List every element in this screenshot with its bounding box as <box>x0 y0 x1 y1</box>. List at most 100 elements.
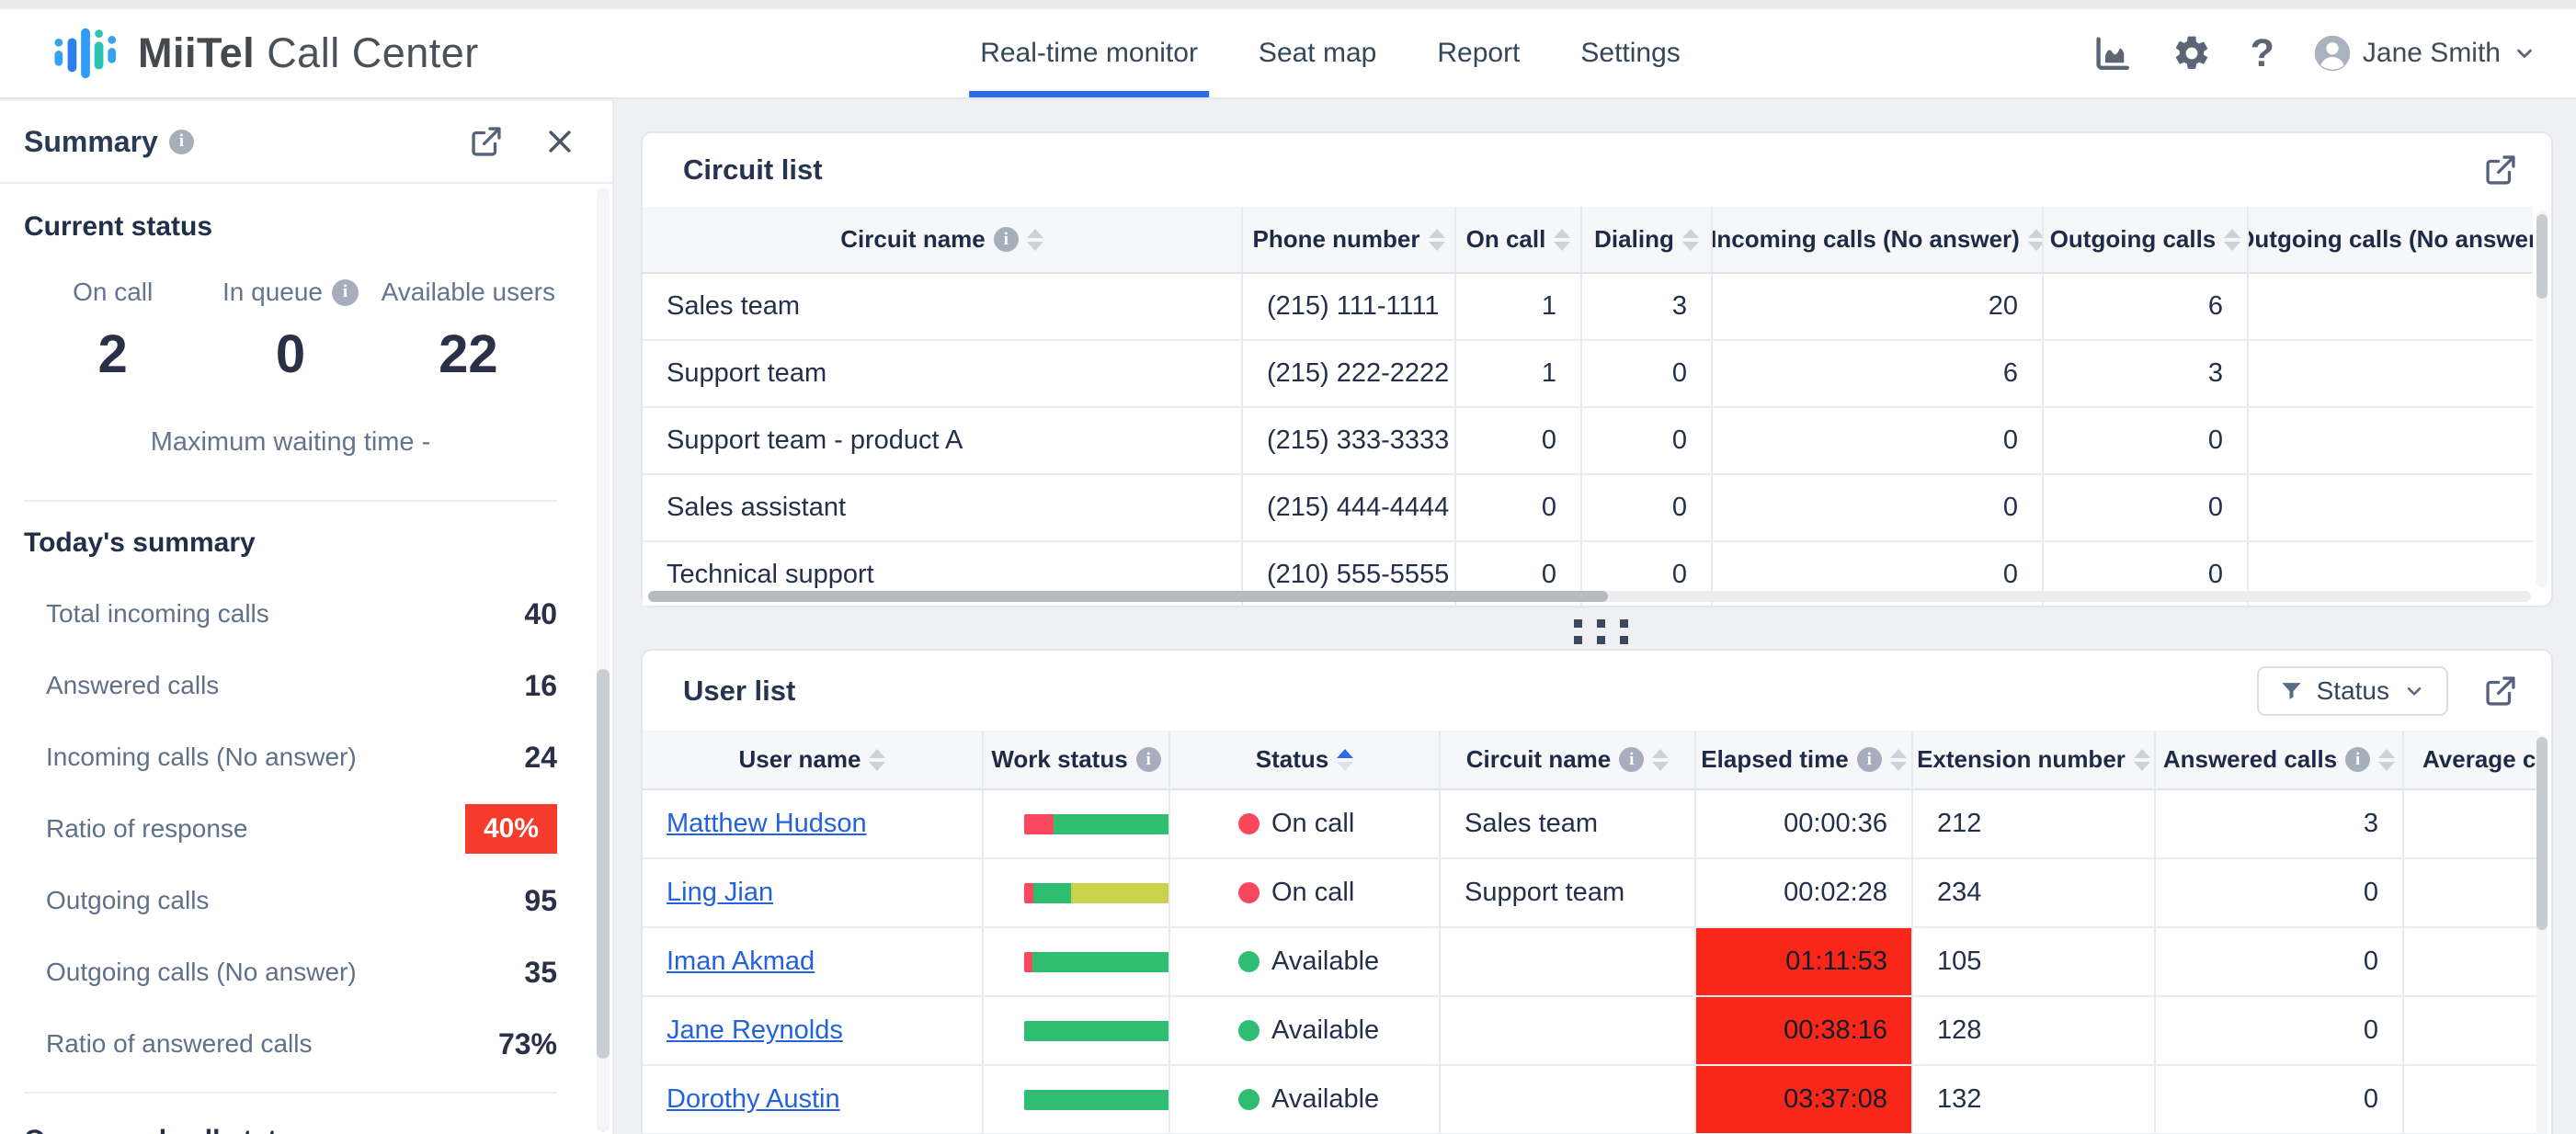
brand-name: MiiTel Call Center <box>138 29 479 76</box>
column-label: Incoming calls (No answer) <box>1712 225 2020 253</box>
col-elapsed-header[interactable]: Elapsed time i <box>1694 731 1912 790</box>
tab-real-time-monitor[interactable]: Real-time monitor <box>969 9 1209 97</box>
work-status-bar <box>1024 1089 1169 1110</box>
user-table: User name Work status i Status Circuit name i… <box>643 731 2538 1134</box>
col-phone-header[interactable]: Phone number <box>1241 207 1455 274</box>
status-stat: On call 2 <box>24 278 201 385</box>
help-icon[interactable]: ? <box>2250 30 2274 75</box>
work-status-segment <box>1033 882 1071 903</box>
work-status-segment <box>1070 882 1169 903</box>
col-incoming_na-header[interactable]: Incoming calls (No answer) <box>1711 207 2043 274</box>
sort-icon[interactable] <box>1889 748 1907 771</box>
info-icon[interactable]: i <box>331 278 359 306</box>
divider <box>24 1092 557 1094</box>
sort-icon[interactable] <box>2378 748 2396 771</box>
cell-on_call: 0 <box>1454 474 1581 542</box>
user-link[interactable]: Matthew Hudson <box>667 809 867 838</box>
cell-name: Sales team <box>643 273 1242 341</box>
table-row: Support team - product A (215) 333-3333 0 0… <box>643 407 2533 475</box>
col-on_call-header[interactable]: On call <box>1454 207 1581 274</box>
column-label: On call <box>1465 225 1546 253</box>
status-cell: Available <box>1194 1015 1439 1046</box>
col-outgoing-header[interactable]: Outgoing calls <box>2042 207 2248 274</box>
sidebar-scrollbar[interactable] <box>597 187 610 1132</box>
gear-icon[interactable] <box>2171 33 2212 74</box>
analytics-chart-icon[interactable] <box>2092 33 2133 74</box>
close-icon[interactable] <box>544 126 576 157</box>
user-link[interactable]: Iman Akmad <box>667 947 815 976</box>
panel-resize-handle[interactable] <box>1574 619 1628 644</box>
cell-avg <box>2402 996 2538 1066</box>
cell-ext: 132 <box>1911 1065 2155 1134</box>
col-ext-header[interactable]: Extension number <box>1911 731 2155 790</box>
brand-logo[interactable]: MiiTel Call Center <box>51 21 479 85</box>
col-avg-header[interactable]: Average call duration <box>2402 731 2538 790</box>
status-label: Available <box>1271 1084 1380 1114</box>
table-row: Matthew Hudson On call Sales team 00:00:36 2… <box>643 789 2538 859</box>
user-link[interactable]: Jane Reynolds <box>667 1015 843 1045</box>
info-icon[interactable]: i <box>1856 747 1882 772</box>
tab-settings[interactable]: Settings <box>1580 38 1681 68</box>
col-circuit-header[interactable]: Circuit name i <box>1439 731 1695 790</box>
scrollbar-thumb[interactable] <box>597 669 610 1059</box>
circuit-horizontal-scrollbar[interactable] <box>648 591 2531 602</box>
work-status-segment <box>1024 813 1054 834</box>
scrollbar-thumb[interactable] <box>648 591 1609 602</box>
info-icon[interactable]: i <box>1619 747 1645 772</box>
sort-icon[interactable] <box>2133 748 2150 771</box>
cell-outgoing: 0 <box>2042 407 2248 475</box>
info-icon[interactable]: i <box>993 227 1019 252</box>
stat-value: 22 <box>439 324 498 384</box>
status-badge: 40% <box>464 804 557 854</box>
summary-row-value: 24 <box>524 740 557 774</box>
status-filter-button[interactable]: Status <box>2256 665 2448 716</box>
sort-icon[interactable] <box>869 748 886 771</box>
stat-label: Available users <box>381 278 555 306</box>
info-icon[interactable]: i <box>168 129 194 154</box>
tab-report[interactable]: Report <box>1437 38 1521 68</box>
cell-avg <box>2402 858 2538 928</box>
sort-icon[interactable] <box>1428 228 1445 251</box>
open-in-new-window-icon[interactable] <box>2483 674 2518 709</box>
cell-answered: 0 <box>2154 858 2403 928</box>
column-label: Work status <box>991 745 1128 773</box>
tab-seat-map[interactable]: Seat map <box>1258 38 1377 68</box>
col-dialing-header[interactable]: Dialing <box>1580 207 1712 274</box>
chevron-down-icon <box>2517 49 2532 58</box>
info-icon[interactable]: i <box>1135 747 1161 772</box>
col-outgoing_na-header[interactable]: Outgoing calls (No answer) <box>2247 207 2533 274</box>
user-link[interactable]: Dorothy Austin <box>667 1084 840 1114</box>
user-name: Jane Smith <box>2362 38 2501 68</box>
user-menu[interactable]: Jane Smith <box>2313 34 2537 73</box>
open-in-new-window-icon[interactable] <box>469 124 504 159</box>
sort-icon[interactable] <box>2224 228 2241 251</box>
cell-user: Iman Akmad <box>643 927 983 997</box>
user-vertical-scrollbar[interactable] <box>2536 735 2548 1134</box>
col-answered-header[interactable]: Answered calls i <box>2154 731 2403 790</box>
sort-icon[interactable] <box>1652 748 1670 771</box>
status-label: Available <box>1271 1015 1380 1045</box>
sort-icon[interactable] <box>1681 228 1699 251</box>
col-work-header[interactable]: Work status i <box>982 731 1169 790</box>
todays-summary-heading: Today's summary <box>24 527 256 558</box>
sort-icon[interactable] <box>1026 228 1043 251</box>
col-user-header[interactable]: User name <box>643 731 983 790</box>
scrollbar-thumb[interactable] <box>2536 214 2548 299</box>
circuit-vertical-scrollbar[interactable] <box>2536 210 2548 587</box>
col-name-header[interactable]: Circuit name i <box>643 207 1242 274</box>
summary-row-label: Total incoming calls <box>46 599 269 628</box>
summary-row-value: 95 <box>524 883 557 917</box>
col-status-header[interactable]: Status <box>1168 731 1440 790</box>
info-icon[interactable]: i <box>2345 747 2371 772</box>
sort-icon[interactable] <box>1554 228 1571 251</box>
work-status-bar <box>1024 951 1169 972</box>
sort-icon[interactable] <box>1337 748 1354 771</box>
column-label: Dialing <box>1594 225 1674 253</box>
cell-avg <box>2402 789 2538 859</box>
open-in-new-window-icon[interactable] <box>2483 153 2518 187</box>
sort-icon[interactable] <box>2027 228 2043 251</box>
scrollbar-thumb[interactable] <box>2536 737 2548 930</box>
user-link[interactable]: Ling Jian <box>667 878 774 907</box>
waveform-logo-icon <box>54 28 117 79</box>
max-waiting-time: Maximum waiting time - <box>150 427 431 457</box>
